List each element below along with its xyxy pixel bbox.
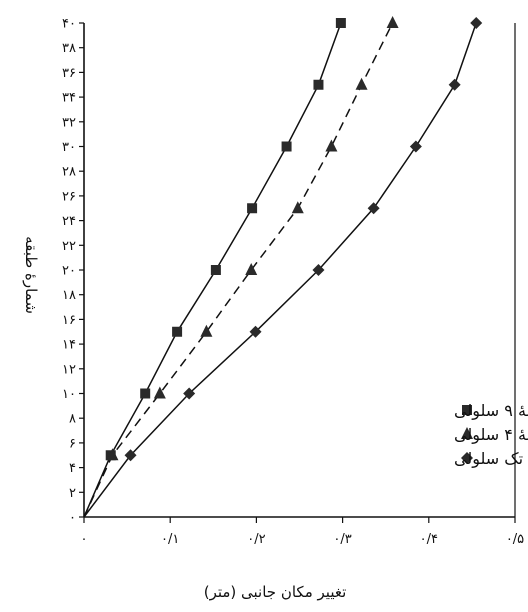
y-tick-label: ۶ — [69, 436, 76, 451]
plot-area: ۰ ۰/۱ ۰/۲ ۰/۳ ۰/۴ ۰/۵ ۰۲۴۶۸۱۰۱۲۱۴۱۶۱۸۲۰۲۲۲۴۲۶… — [62, 16, 524, 547]
marker-square — [172, 326, 183, 337]
marker-diamond — [367, 202, 380, 215]
y-tick-label: ۳۲ — [62, 115, 76, 130]
series-line — [83, 22, 477, 518]
y-tick-label: ۴ — [69, 461, 76, 476]
marker-square — [247, 203, 258, 214]
x-tick-label: ۰ — [81, 532, 88, 547]
marker-triangle — [106, 448, 119, 461]
series-markers — [105, 16, 483, 462]
x-axis-title: تغییر مکان جانبی (متر) — [204, 583, 347, 601]
y-tick-label: ۱۶ — [62, 313, 76, 328]
marker-triangle — [245, 263, 258, 275]
y-tick-label: ۱۲ — [62, 362, 76, 377]
y-tick-label: ۲ — [69, 486, 76, 501]
x-tick-label: ۰/۵ — [506, 532, 524, 547]
marker-diamond — [249, 325, 262, 338]
marker-square — [313, 79, 324, 90]
marker-triangle — [291, 201, 304, 214]
y-tick-label: ۲۸ — [62, 165, 76, 180]
marker-diamond — [183, 387, 196, 400]
y-tick-label: ۱۸ — [62, 288, 76, 303]
marker-diamond — [312, 264, 325, 276]
marker-triangle — [386, 16, 399, 28]
marker-diamond — [470, 17, 483, 29]
x-tick-label: ۰/۲ — [247, 532, 265, 547]
y-tick-label: ۲۲ — [62, 239, 76, 254]
marker-diamond — [448, 78, 461, 91]
legend-entry-label: لولهٔ ۹ سلولی — [454, 401, 528, 421]
y-tick-label: ۳۴ — [62, 91, 76, 106]
legend-entry-label: لولهٔ ۴ سلولی — [454, 425, 528, 445]
y-tick-label: ۰ — [69, 511, 76, 526]
marker-square — [335, 18, 346, 28]
marker-triangle — [200, 324, 213, 337]
y-tick-label: ۴۰ — [62, 17, 76, 32]
marker-square — [210, 265, 221, 275]
x-tick-label: ۰/۳ — [333, 532, 351, 547]
series-lines — [83, 22, 477, 518]
legend-entry-label: لولهٔ تک سلولی — [454, 449, 528, 469]
y-tick-label: ۳۸ — [62, 41, 76, 56]
y-tick-label: ۲۰ — [62, 264, 76, 279]
marker-triangle — [355, 77, 368, 90]
y-tick-label: ۱۴ — [62, 338, 76, 353]
marker-square — [140, 388, 151, 399]
y-tick-label: ۲۴ — [62, 214, 76, 229]
marker-triangle — [461, 427, 473, 439]
y-tick-label: ۱۰ — [62, 387, 76, 402]
marker-diamond — [461, 452, 473, 464]
y-tick-label: ۸ — [69, 412, 76, 427]
series-line — [83, 22, 394, 518]
x-tick-label: ۰/۱ — [161, 532, 179, 547]
y-tick-label: ۳۰ — [62, 140, 76, 155]
y-tick-label: ۳۶ — [62, 66, 76, 81]
x-ticks: ۰ ۰/۱ ۰/۲ ۰/۳ ۰/۴ ۰/۵ — [81, 517, 524, 547]
x-tick-label: ۰/۴ — [420, 532, 438, 547]
marker-diamond — [124, 449, 137, 462]
legend: لولهٔ ۹ سلولی لولهٔ ۴ سلولی لولهٔ تک سلولی — [454, 401, 528, 469]
marker-triangle — [325, 139, 338, 152]
marker-triangle — [153, 386, 166, 399]
marker-square — [281, 141, 292, 152]
y-tick-label: ۲۶ — [62, 189, 76, 204]
y-axis-title: شمارهٔ طبقه — [22, 236, 40, 314]
marker-diamond — [409, 140, 422, 153]
marker-square — [462, 405, 472, 415]
